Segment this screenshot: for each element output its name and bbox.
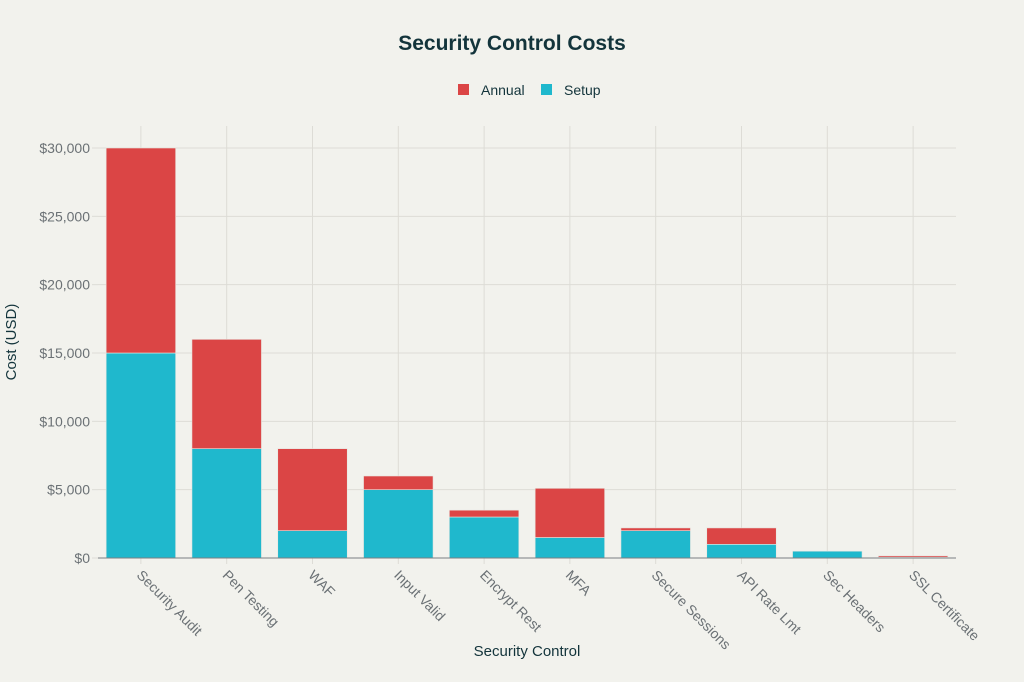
x-tick-label: Input Valid xyxy=(391,567,448,624)
bar-annual-waf[interactable] xyxy=(277,448,348,531)
legend-swatch-setup xyxy=(541,84,552,95)
bar-annual-pen-testing[interactable] xyxy=(191,339,262,449)
x-tick-label: Security Audit xyxy=(134,567,206,639)
bar-annual-mfa[interactable] xyxy=(534,487,605,538)
bar-setup-input-valid[interactable] xyxy=(363,489,434,559)
x-tick-label: WAF xyxy=(305,567,338,600)
bar-annual-secure-sessions[interactable] xyxy=(620,527,691,531)
chart-title: Security Control Costs xyxy=(398,32,626,55)
bar-annual-ssl-certificate[interactable] xyxy=(878,555,949,558)
legend-swatch-annual xyxy=(458,84,469,95)
bar-setup-encrypt-rest[interactable] xyxy=(449,516,520,559)
bar-annual-encrypt-rest[interactable] xyxy=(449,509,520,518)
y-axis-title: Cost (USD) xyxy=(3,304,20,381)
bars xyxy=(105,147,949,559)
x-axis-ticks: Security Audit Pen Testing WAF Input Valid E… xyxy=(134,567,983,653)
x-tick-label: Secure Sessions xyxy=(649,567,735,653)
bar-setup-pen-testing[interactable] xyxy=(191,448,262,559)
x-tick-label: API Rate Lmt xyxy=(734,567,804,637)
bar-setup-security-audit[interactable] xyxy=(105,352,176,559)
bar-setup-api-rate-lmt[interactable] xyxy=(706,544,777,559)
legend: Annual Setup xyxy=(458,82,601,98)
x-axis-title: Security Control xyxy=(474,643,581,660)
x-tick-label: SSL Certificate xyxy=(906,567,983,644)
legend-label-setup: Setup xyxy=(564,82,601,98)
bar-annual-security-audit[interactable] xyxy=(105,147,176,354)
bar-annual-api-rate-lmt[interactable] xyxy=(706,527,777,545)
bar-annual-input-valid[interactable] xyxy=(363,475,434,490)
y-tick-label: $10,000 xyxy=(39,413,90,429)
y-tick-label: $5,000 xyxy=(47,482,90,498)
y-axis-ticks: $0 $5,000 $10,000 $15,000 $20,000 $25,000 $30,… xyxy=(39,140,98,566)
y-tick-label: $20,000 xyxy=(39,277,90,293)
y-tick-label: $15,000 xyxy=(39,345,90,361)
legend-label-annual: Annual xyxy=(481,82,525,98)
y-tick-label: $30,000 xyxy=(39,140,90,156)
x-tick-label: Pen Testing xyxy=(220,567,283,630)
bar-setup-sec-headers[interactable] xyxy=(792,550,863,559)
x-tick-label: MFA xyxy=(563,567,595,599)
x-tick-label: Sec Headers xyxy=(820,567,889,636)
x-tick-label: Encrypt Rest xyxy=(477,567,545,635)
y-tick-label: $0 xyxy=(74,550,90,566)
y-tick-label: $25,000 xyxy=(39,208,90,224)
bar-setup-mfa[interactable] xyxy=(534,537,605,559)
bar-setup-secure-sessions[interactable] xyxy=(620,530,691,559)
bar-setup-waf[interactable] xyxy=(277,530,348,559)
